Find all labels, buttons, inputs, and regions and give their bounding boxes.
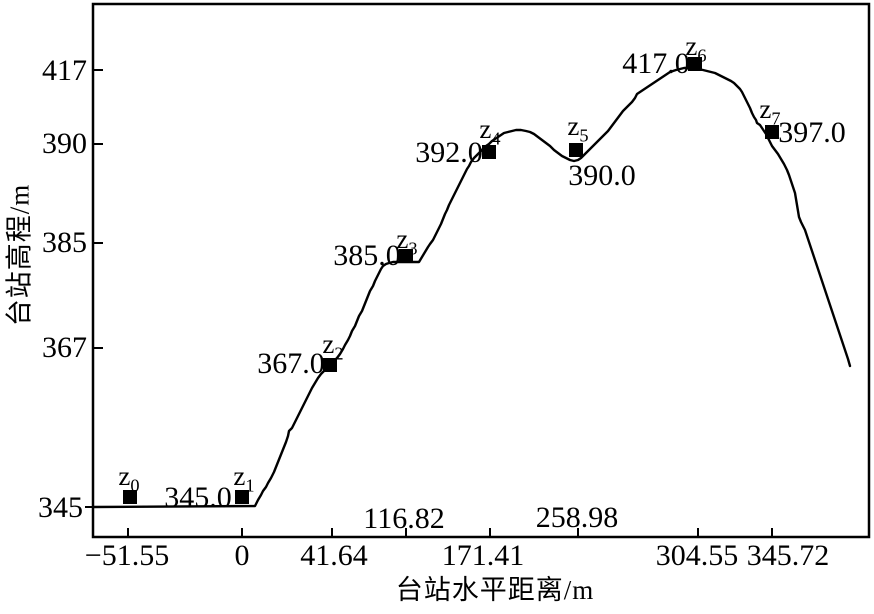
y-tick-label-345: 345 xyxy=(38,491,83,524)
x-tick-label-neg51-55: −51.55 xyxy=(84,539,170,572)
terrain-profile-line xyxy=(91,66,852,509)
station-label-z4: z4 xyxy=(479,114,501,149)
value-label-390-0: 390.0 xyxy=(568,159,636,192)
station-label-z2: z2 xyxy=(322,329,344,364)
x-tick-label-304-55: 304.55 xyxy=(655,539,739,572)
station-marker-z7 xyxy=(765,125,779,139)
y-tick-label-390: 390 xyxy=(42,127,87,160)
station-marker-z5 xyxy=(569,143,583,157)
y-tick-label-385: 385 xyxy=(42,226,87,259)
y-tick-label-417: 417 xyxy=(42,54,87,87)
x-tick-label-0: 0 xyxy=(234,539,250,572)
value-label-392-0: 392.0 xyxy=(415,136,483,169)
station-marker-z4 xyxy=(482,145,496,159)
value-label-397-0: 397.0 xyxy=(778,116,846,149)
station-label-z5: z5 xyxy=(567,111,589,146)
station-label-z3: z3 xyxy=(396,224,418,259)
x-axis-title: 台站水平距离/m xyxy=(395,575,595,605)
station-marker-z6 xyxy=(688,57,702,71)
x-tick-label-41-64: 41.64 xyxy=(300,539,368,572)
value-label-385-0: 385.0 xyxy=(333,239,401,272)
station-marker-z1 xyxy=(235,490,249,504)
x-tick-label-345-72: 345.72 xyxy=(746,539,830,572)
y-tick-label-367: 367 xyxy=(42,331,87,364)
y-axis-title: 台站高程/m xyxy=(4,183,35,327)
value-label-345-0: 345.0 xyxy=(164,481,232,514)
station-markers xyxy=(123,57,779,504)
x-tick-marks xyxy=(127,528,773,537)
station-label-z6: z6 xyxy=(685,31,707,66)
y-tick-marks xyxy=(85,69,103,508)
x-tick-label-116-82: 116.82 xyxy=(363,502,445,535)
value-label-367-0: 367.0 xyxy=(257,347,325,380)
x-tick-label-171-41: 171.41 xyxy=(441,539,525,572)
value-label-417-0: 417.0 xyxy=(622,47,690,80)
station-label-z0: z0 xyxy=(118,461,140,496)
x-tick-label-258-98: 258.98 xyxy=(535,501,619,534)
station-label-z1: z1 xyxy=(233,461,255,496)
station-marker-z0 xyxy=(123,490,137,504)
station-marker-z2 xyxy=(323,358,337,372)
station-label-z7: z7 xyxy=(759,94,781,129)
plot-border xyxy=(91,2,871,539)
station-marker-z3 xyxy=(399,249,413,263)
